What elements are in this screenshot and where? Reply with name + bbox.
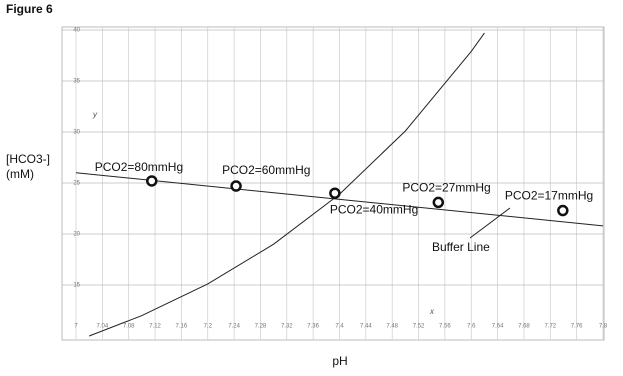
isobar-curve — [88, 32, 485, 337]
data-point — [329, 187, 341, 199]
buffer-line — [75, 172, 604, 227]
y-tick-label: 20 — [73, 232, 80, 238]
x-tick-label: 7.72 — [544, 324, 556, 330]
x-tick-label: 7.04 — [97, 324, 109, 330]
point-label: PCO2=40mmHg — [330, 202, 418, 216]
x-label: pH — [332, 354, 347, 368]
x-tick-label: 7.6 — [467, 324, 476, 330]
point-label: PCO2=17mmHg — [505, 189, 593, 203]
x-tick-label: 7.12 — [149, 324, 161, 330]
x-tick-label: 7.36 — [307, 324, 319, 330]
axis-letter: y — [92, 110, 98, 119]
x-tick-label: 7 — [74, 324, 78, 330]
x-tick-label: 7.44 — [360, 324, 372, 330]
x-tick-label: 7.24 — [228, 324, 240, 330]
annotation: Buffer Line — [432, 240, 490, 254]
data-point — [557, 204, 569, 217]
x-tick-label: 7.56 — [439, 324, 451, 330]
x-tick-label: 7.2 — [204, 324, 213, 330]
x-tick-label: 7.08 — [123, 324, 135, 330]
y-label: [HCO3-] — [6, 152, 50, 166]
x-tick-label: 7.48 — [386, 324, 398, 330]
point-label: PCO2=60mmHg — [222, 163, 310, 177]
x-tick-label: 7.64 — [492, 324, 504, 330]
x-tick-label: 7.8 — [599, 324, 608, 330]
plot — [75, 32, 604, 337]
chart-title: Figure 6 — [6, 2, 53, 16]
plot-frame — [61, 26, 605, 341]
x-tick-label: 7.68 — [518, 324, 530, 330]
y-tick-label: 15 — [73, 283, 80, 289]
data-point — [146, 175, 158, 187]
x-tick-label: 7.28 — [255, 324, 267, 330]
data-point — [432, 196, 445, 209]
y-tick-label: 35 — [73, 79, 80, 85]
x-tick-label: 7.4 — [335, 324, 344, 330]
y-label: (mM) — [6, 167, 34, 181]
point-label: PCO2=80mmHg — [95, 160, 183, 174]
x-tick-label: 7.32 — [281, 324, 293, 330]
point-label: PCO2=27mmHg — [402, 181, 490, 195]
y-tick-label: 40 — [73, 28, 80, 34]
y-tick-label: 30 — [73, 130, 80, 136]
data-point — [230, 180, 242, 192]
x-tick-label: 7.16 — [176, 324, 188, 330]
leader-line — [469, 207, 511, 239]
x-tick-label: 7.52 — [413, 324, 425, 330]
axis-letter: x — [429, 307, 435, 316]
x-tick-label: 7.76 — [571, 324, 583, 330]
y-tick-label: 25 — [73, 181, 80, 187]
